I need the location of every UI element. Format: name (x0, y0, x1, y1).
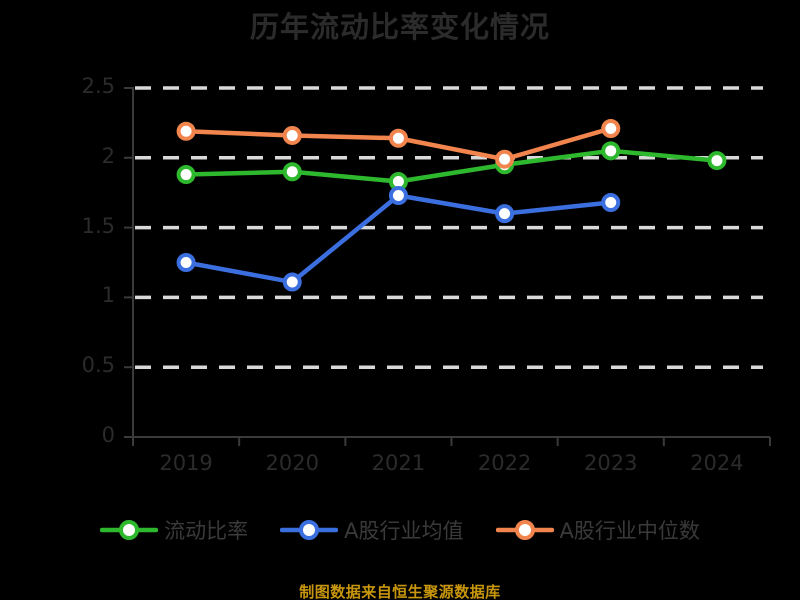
x-axis-tick-label: 2023 (584, 451, 638, 475)
y-axis-tick-label: 1.5 (81, 213, 115, 238)
chart-legend: 流动比率 A股行业均值 A股行业中位数 (0, 515, 800, 545)
series-data-point (495, 204, 515, 224)
y-axis-tick-label: 0.5 (81, 353, 115, 378)
chart-title: 历年流动比率变化情况 (249, 10, 550, 44)
legend-item[interactable]: 流动比率 (100, 515, 248, 545)
legend-item[interactable]: A股行业中位数 (495, 515, 700, 545)
series-data-point (176, 253, 196, 272)
series-data-point (282, 272, 302, 292)
series-line (183, 148, 720, 184)
legend-dot (299, 520, 320, 540)
x-axis-tick-label: 2022 (477, 451, 532, 475)
x-axis-tick-label: 2019 (159, 451, 213, 475)
legend-item-label: A股行业中位数 (559, 519, 700, 543)
series-data-point (601, 118, 621, 138)
legend-marker-icon (495, 520, 554, 540)
series-data-point (495, 149, 515, 169)
legend-marker-icon (280, 520, 339, 540)
legend-dot (119, 520, 140, 540)
series-data-point (601, 192, 621, 212)
legend-marker-icon (100, 520, 159, 540)
x-axis-tick-label: 2020 (265, 451, 319, 475)
y-axis-tick-label: 2.5 (81, 74, 115, 98)
series-data-point (601, 141, 621, 161)
legend-dot (514, 520, 535, 540)
y-axis-tick-label: 1 (101, 283, 115, 308)
legend-item-label: A股行业均值 (344, 519, 464, 543)
series-line (183, 193, 613, 285)
legend-item-label: 流动比率 (164, 519, 249, 543)
series-data-point (176, 121, 196, 141)
series-data-point (282, 162, 302, 182)
x-axis-tick-label: 2021 (371, 451, 426, 475)
series-data-point (707, 151, 727, 171)
y-axis-tick-label: 2 (101, 143, 115, 168)
series-data-point (388, 185, 408, 205)
x-axis-tick-label: 2024 (690, 451, 744, 475)
series-data-point (282, 125, 302, 145)
legend-item[interactable]: A股行业均值 (280, 515, 464, 545)
y-axis-tick-label: 0 (101, 423, 115, 447)
series-data-point (388, 128, 408, 148)
footer-note: 制图数据来自恒生聚源数据库 (299, 583, 501, 600)
series-data-point (176, 165, 196, 185)
